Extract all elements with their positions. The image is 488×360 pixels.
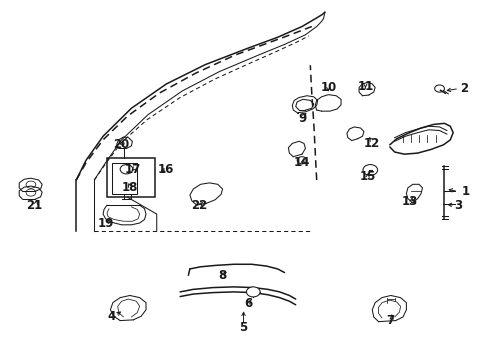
Text: 18: 18 (122, 181, 138, 194)
Text: 9: 9 (297, 112, 305, 125)
Text: 16: 16 (157, 163, 173, 176)
Text: 22: 22 (191, 199, 207, 212)
Circle shape (246, 287, 260, 297)
Text: 21: 21 (26, 199, 42, 212)
Text: 11: 11 (357, 80, 373, 93)
Bar (107, 158, 155, 197)
Text: 17: 17 (124, 163, 140, 176)
Text: 8: 8 (218, 269, 226, 282)
Text: 5: 5 (239, 321, 247, 334)
Text: 19: 19 (97, 217, 114, 230)
Text: 4: 4 (107, 310, 116, 324)
Text: 12: 12 (364, 137, 380, 150)
Text: 13: 13 (401, 195, 418, 208)
Bar (112, 163, 137, 194)
Text: 6: 6 (244, 297, 252, 310)
Text: 3: 3 (453, 199, 461, 212)
Text: 2: 2 (459, 82, 467, 95)
Text: 20: 20 (113, 138, 129, 151)
Text: 14: 14 (293, 156, 309, 169)
Text: 1: 1 (460, 185, 468, 198)
Text: 7: 7 (386, 314, 394, 327)
Text: 15: 15 (359, 170, 375, 183)
Text: 10: 10 (320, 81, 336, 94)
